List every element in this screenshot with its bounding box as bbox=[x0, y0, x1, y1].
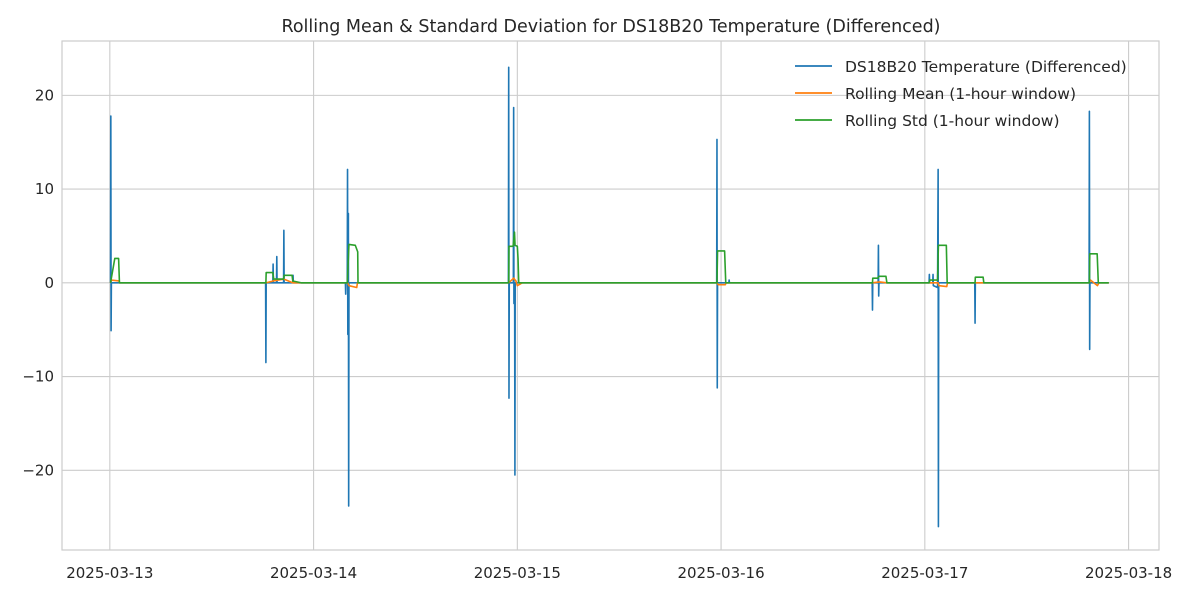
x-tick-label: 2025-03-17 bbox=[881, 564, 968, 582]
plot-area-frame bbox=[61, 40, 1160, 551]
x-tick-label: 2025-03-16 bbox=[677, 564, 764, 582]
chart-title: Rolling Mean & Standard Deviation for DS… bbox=[281, 17, 940, 37]
x-tick-label: 2025-03-18 bbox=[1085, 564, 1172, 582]
legend-label-3: Rolling Std (1-hour window) bbox=[845, 112, 1060, 130]
legend-label-2: Rolling Mean (1-hour window) bbox=[845, 85, 1076, 103]
legend: DS18B20 Temperature (Differenced) Rolling… bbox=[795, 58, 1127, 130]
y-tick-label: 0 bbox=[44, 274, 54, 292]
y-tick-label: 10 bbox=[35, 180, 54, 198]
legend-label-1: DS18B20 Temperature (Differenced) bbox=[845, 58, 1127, 76]
plot-series bbox=[109, 66, 1109, 528]
x-tick-label: 2025-03-15 bbox=[474, 564, 561, 582]
x-tick-label: 2025-03-13 bbox=[66, 564, 153, 582]
y-tick-label: −20 bbox=[22, 461, 54, 479]
x-axis-ticks: 2025-03-13 2025-03-14 2025-03-15 2025-03-16… bbox=[66, 564, 1172, 582]
y-tick-label: −10 bbox=[22, 368, 54, 386]
series-line-3 bbox=[109, 231, 1109, 284]
y-axis-ticks: −20 −10 0 10 20 bbox=[22, 86, 54, 479]
y-tick-label: 20 bbox=[35, 86, 54, 104]
x-tick-label: 2025-03-14 bbox=[270, 564, 357, 582]
series-line-1 bbox=[109, 66, 1109, 528]
